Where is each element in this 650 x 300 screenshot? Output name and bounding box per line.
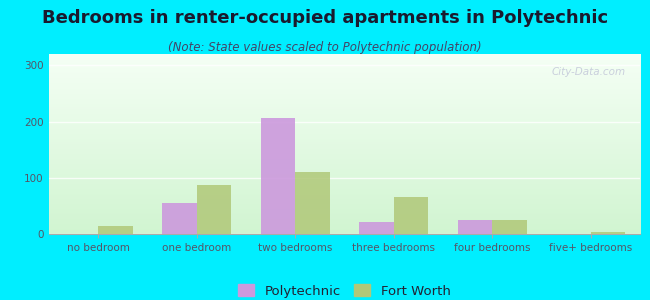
Bar [295, 172, 330, 234]
Bar [196, 184, 231, 234]
Legend: Polytechnic, Fort Worth: Polytechnic, Fort Worth [233, 279, 456, 300]
Bar [394, 197, 428, 234]
Bar [162, 203, 196, 234]
Bar [359, 222, 394, 234]
Bar [493, 220, 527, 234]
Text: City-Data.com: City-Data.com [551, 67, 625, 76]
Text: (Note: State values scaled to Polytechnic population): (Note: State values scaled to Polytechni… [168, 40, 482, 53]
Bar [261, 118, 295, 234]
Text: Bedrooms in renter-occupied apartments in Polytechnic: Bedrooms in renter-occupied apartments i… [42, 9, 608, 27]
Bar [98, 226, 133, 234]
Bar [458, 220, 493, 234]
Bar [591, 232, 625, 234]
